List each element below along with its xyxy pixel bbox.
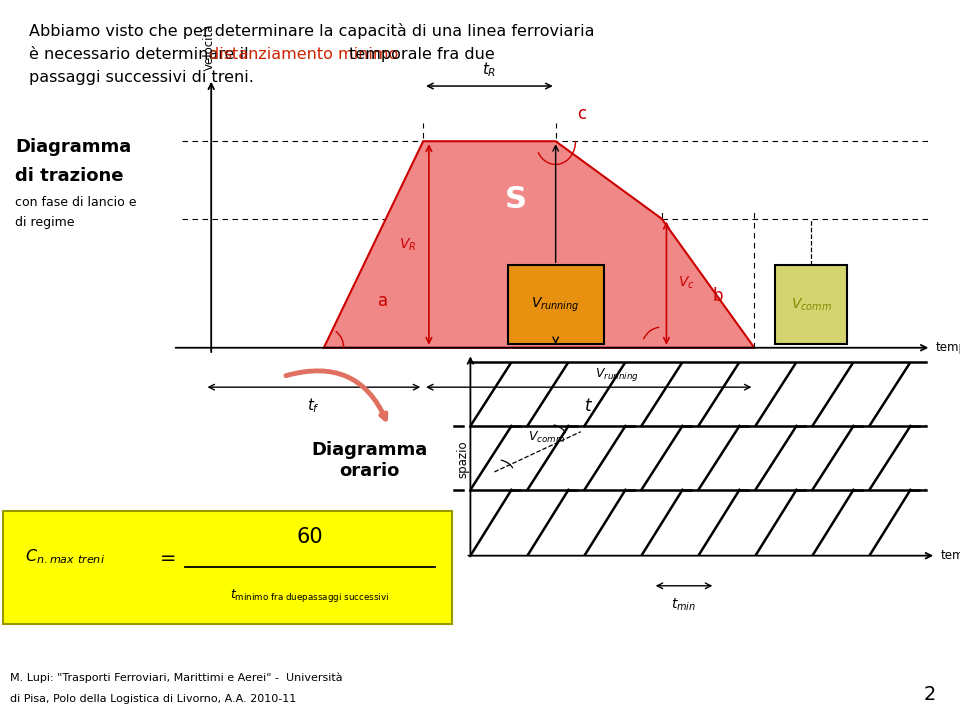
Text: $t_R$: $t_R$ [482, 60, 496, 79]
Text: S: S [505, 184, 527, 214]
Text: di Pisa, Polo della Logistica di Livorno, A.A. 2010-11: di Pisa, Polo della Logistica di Livorno… [10, 694, 296, 704]
Text: $V_{running}$: $V_{running}$ [531, 295, 580, 314]
Text: con fase di lancio e: con fase di lancio e [15, 196, 137, 209]
Text: $t_{min}$: $t_{min}$ [671, 597, 696, 613]
Text: $V_{comm}$: $V_{comm}$ [528, 429, 565, 445]
Text: tempo: tempo [936, 341, 960, 354]
Text: passaggi successivi di treni.: passaggi successivi di treni. [29, 70, 253, 85]
FancyBboxPatch shape [508, 265, 604, 344]
Text: 2: 2 [924, 685, 936, 704]
Text: a: a [378, 293, 389, 310]
Text: $V_{running}$: $V_{running}$ [595, 366, 639, 383]
Text: temporale fra due: temporale fra due [344, 47, 494, 62]
Text: velocità: velocità [203, 23, 216, 70]
FancyBboxPatch shape [776, 265, 848, 344]
FancyBboxPatch shape [3, 511, 452, 624]
Text: $t_f$: $t_f$ [307, 397, 321, 415]
Text: Diagramma: Diagramma [15, 138, 132, 156]
Text: distanziamento minimo: distanziamento minimo [209, 47, 398, 62]
Text: di trazione: di trazione [15, 166, 124, 185]
Text: di regime: di regime [15, 216, 75, 229]
Text: $V_{comm}$: $V_{comm}$ [791, 297, 832, 313]
Text: tempo: tempo [941, 549, 960, 562]
Text: $t_{\mathrm{minimo\ fra\ due passaggi\ successivi}}$: $t_{\mathrm{minimo\ fra\ due passaggi\ s… [230, 587, 390, 604]
Text: spazio: spazio [456, 440, 469, 478]
Text: c: c [578, 105, 587, 123]
Text: $=$: $=$ [156, 547, 177, 566]
Polygon shape [324, 141, 755, 348]
Text: è necessario determinare il: è necessario determinare il [29, 47, 253, 62]
Text: M. Lupi: "Trasporti Ferroviari, Marittimi e Aerei" -  Università: M. Lupi: "Trasporti Ferroviari, Marittim… [10, 672, 342, 683]
Text: Abbiamo visto che per determinare la capacità di una linea ferroviaria: Abbiamo visto che per determinare la cap… [29, 23, 594, 39]
Text: $t$: $t$ [585, 397, 593, 414]
Text: Diagramma
orario: Diagramma orario [311, 441, 428, 480]
Text: $C_{n.max\ treni}$: $C_{n.max\ treni}$ [25, 547, 105, 566]
Text: 60: 60 [297, 527, 324, 547]
Text: $V_R$: $V_R$ [399, 237, 417, 252]
Text: $V_c$: $V_c$ [678, 275, 695, 291]
Text: b: b [712, 287, 723, 305]
